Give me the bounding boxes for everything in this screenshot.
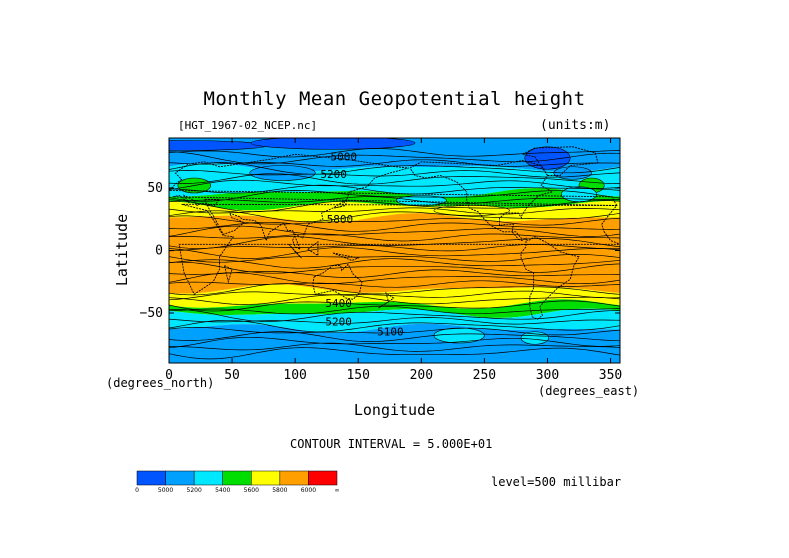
contour-line xyxy=(169,342,620,352)
x-tick-label: 200 xyxy=(410,368,433,383)
colorbar: 0 5000 5200 5400 5600 5800 6000 ∞ xyxy=(135,470,340,494)
colorbar-swatch xyxy=(279,470,309,486)
contour-line xyxy=(169,179,620,190)
colorbar-swatch xyxy=(136,470,166,486)
contour-line xyxy=(169,215,620,226)
colorbar-label: 5400 xyxy=(215,487,230,494)
colorbar-label: 5600 xyxy=(244,487,259,494)
contour-line xyxy=(169,190,620,202)
height-cell xyxy=(433,327,485,344)
contour-line xyxy=(169,196,620,205)
contour-line xyxy=(169,258,620,269)
contour-line xyxy=(169,148,620,158)
contour-line xyxy=(169,283,620,296)
coastline xyxy=(520,146,599,176)
colorbar-swatch xyxy=(193,470,223,486)
x-tick-label: 100 xyxy=(283,368,306,383)
x-tick-label: 50 xyxy=(224,368,240,383)
x-axis-label: Longitude xyxy=(353,401,436,419)
contour-line xyxy=(169,280,620,288)
contour-label: 5200 xyxy=(320,168,347,181)
y-tick-label: 0 xyxy=(155,244,163,259)
colorbar-label: ∞ xyxy=(335,487,340,494)
y-tick-label: −50 xyxy=(140,306,163,321)
contour-line xyxy=(169,319,620,333)
contour-line xyxy=(169,300,620,312)
contour-line xyxy=(169,247,620,259)
contour-line xyxy=(169,173,620,185)
contour-line xyxy=(169,225,620,237)
height-cell xyxy=(169,140,268,151)
coastline xyxy=(409,160,580,320)
colorbar-label: 5200 xyxy=(187,487,202,494)
contour-line xyxy=(169,236,620,249)
contour-labels: 5000 5200 5800 5400 5200 5100 xyxy=(320,151,403,339)
coastline xyxy=(378,291,395,309)
contour-line xyxy=(169,347,620,360)
contour-line xyxy=(169,269,620,278)
height-band xyxy=(169,213,620,294)
contour-interval-label: CONTOUR INTERVAL = 5.000E+01 xyxy=(290,437,493,451)
contour-line xyxy=(169,244,620,252)
colorbar-swatch xyxy=(165,470,195,486)
y-tick-label: 50 xyxy=(147,181,163,196)
contour-line xyxy=(169,326,620,336)
contour-label: 5800 xyxy=(327,213,354,226)
coastline xyxy=(224,265,233,284)
colorbar-label: 0 xyxy=(135,487,139,494)
height-cell xyxy=(249,165,316,181)
x-tick-label: 0 xyxy=(165,368,173,383)
contour-line xyxy=(169,221,620,232)
x-tick-label: 150 xyxy=(346,368,369,383)
contour-line xyxy=(169,210,620,222)
contour-line xyxy=(169,272,620,285)
x-tick-label: 300 xyxy=(536,368,559,383)
contour-line xyxy=(169,253,620,263)
x-units-left-label: (degrees_north) xyxy=(106,376,215,390)
height-field xyxy=(169,138,620,363)
height-cell xyxy=(250,138,416,150)
contour-label: 5200 xyxy=(325,316,352,329)
height-cell xyxy=(520,331,550,345)
contour-line xyxy=(169,207,620,215)
contour-lines xyxy=(169,148,620,360)
colorbar-swatch xyxy=(251,470,281,486)
height-band xyxy=(169,284,620,309)
x-tick-label: 350 xyxy=(599,368,622,383)
contour-line xyxy=(169,290,620,301)
coastline xyxy=(307,240,319,257)
x-tick-label: 250 xyxy=(473,368,496,383)
colorbar-label: 5000 xyxy=(158,487,173,494)
level-label: level=500 millibar xyxy=(491,475,622,489)
chart-title: Monthly Mean Geopotential height xyxy=(203,88,586,110)
coastlines xyxy=(169,146,620,320)
coastline xyxy=(332,252,360,261)
coastline xyxy=(178,203,620,295)
axes: 0 50 100 150 200 250 300 350 50 0 −50 xyxy=(140,138,622,383)
file-label: [HGT_1967-02_NCEP.nc] xyxy=(178,119,318,132)
contour-label: 5000 xyxy=(330,151,357,164)
contour-line xyxy=(169,336,620,349)
contour-line xyxy=(169,305,620,315)
colorbar-label: 5800 xyxy=(272,487,287,494)
x-units-right-label: (degrees_east) xyxy=(538,384,640,398)
coastline xyxy=(312,263,363,300)
contour-line xyxy=(169,331,620,342)
contour-line xyxy=(169,261,620,274)
contour-line xyxy=(169,308,620,322)
colorbar-label: 6000 xyxy=(301,487,316,494)
coastline xyxy=(288,243,302,259)
colorbar-swatch xyxy=(222,470,252,486)
units-label: (units:m) xyxy=(540,118,611,133)
contour-label: 5400 xyxy=(325,297,352,310)
coastline xyxy=(334,199,348,209)
contour-label: 5100 xyxy=(377,326,404,339)
colorbar-swatch xyxy=(308,470,338,486)
contour-line xyxy=(169,170,620,178)
contour-line xyxy=(169,233,620,242)
coastline xyxy=(169,153,618,251)
contour-line xyxy=(169,162,620,175)
